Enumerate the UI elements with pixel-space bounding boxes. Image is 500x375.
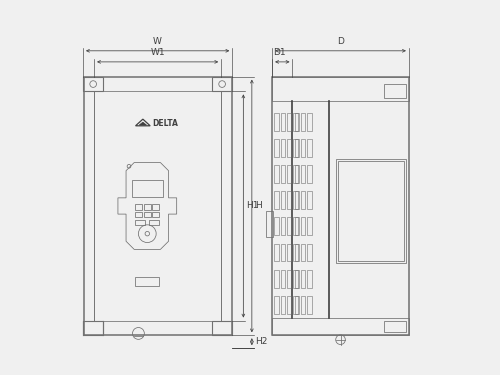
Bar: [274, 191, 279, 209]
Bar: [301, 217, 306, 235]
Bar: [136, 204, 142, 210]
Bar: [266, 211, 273, 237]
Bar: [152, 211, 159, 217]
Bar: [294, 296, 299, 314]
Bar: [308, 191, 312, 209]
Bar: [294, 244, 299, 261]
Bar: [293, 217, 298, 235]
Bar: [272, 76, 409, 101]
Bar: [287, 191, 292, 209]
Bar: [384, 321, 406, 332]
Bar: [274, 217, 279, 235]
Bar: [384, 84, 406, 98]
Bar: [274, 165, 279, 183]
Bar: [274, 296, 279, 314]
Bar: [280, 139, 285, 157]
Bar: [336, 159, 406, 263]
Bar: [280, 113, 285, 130]
Bar: [144, 204, 150, 210]
Bar: [308, 165, 312, 183]
Bar: [287, 165, 292, 183]
Bar: [294, 217, 299, 235]
Bar: [272, 318, 409, 335]
Bar: [280, 191, 285, 209]
Bar: [84, 76, 232, 335]
Bar: [287, 244, 292, 261]
Text: H2: H2: [255, 337, 267, 346]
Bar: [280, 217, 285, 235]
Bar: [294, 165, 299, 183]
Bar: [338, 161, 404, 261]
Bar: [293, 113, 298, 130]
Bar: [144, 211, 150, 217]
Text: W1: W1: [150, 48, 165, 57]
Bar: [135, 220, 145, 225]
Bar: [294, 270, 299, 288]
Bar: [132, 180, 162, 197]
Bar: [287, 270, 292, 288]
Bar: [293, 296, 298, 314]
Bar: [293, 191, 298, 209]
Text: H1: H1: [246, 201, 259, 210]
Bar: [274, 139, 279, 157]
Bar: [293, 270, 298, 288]
Text: W: W: [153, 37, 162, 46]
Bar: [287, 296, 292, 314]
Bar: [301, 113, 306, 130]
Bar: [294, 113, 299, 130]
Bar: [293, 165, 298, 183]
Bar: [301, 139, 306, 157]
Bar: [280, 296, 285, 314]
Bar: [308, 217, 312, 235]
Bar: [301, 191, 306, 209]
Bar: [274, 244, 279, 261]
Bar: [212, 76, 233, 92]
Bar: [293, 244, 298, 261]
Bar: [83, 76, 103, 92]
Bar: [83, 321, 103, 335]
Bar: [294, 139, 299, 157]
Text: DELTA: DELTA: [152, 119, 178, 128]
Bar: [294, 191, 299, 209]
Bar: [149, 220, 160, 225]
Bar: [272, 76, 409, 335]
Bar: [280, 244, 285, 261]
Bar: [136, 277, 160, 286]
Bar: [308, 296, 312, 314]
Bar: [136, 211, 142, 217]
Polygon shape: [139, 122, 146, 125]
Bar: [287, 113, 292, 130]
Bar: [287, 139, 292, 157]
Bar: [212, 321, 233, 335]
Bar: [308, 270, 312, 288]
Bar: [274, 113, 279, 130]
Bar: [274, 270, 279, 288]
Bar: [152, 204, 159, 210]
Bar: [301, 296, 306, 314]
Bar: [280, 165, 285, 183]
Bar: [308, 139, 312, 157]
Bar: [301, 270, 306, 288]
Text: H: H: [255, 201, 262, 210]
Text: D: D: [337, 37, 344, 46]
Bar: [308, 113, 312, 130]
Bar: [293, 139, 298, 157]
Bar: [280, 270, 285, 288]
Bar: [301, 244, 306, 261]
Bar: [287, 217, 292, 235]
Text: D1: D1: [273, 48, 285, 57]
Bar: [308, 244, 312, 261]
Bar: [94, 92, 221, 321]
Bar: [301, 165, 306, 183]
